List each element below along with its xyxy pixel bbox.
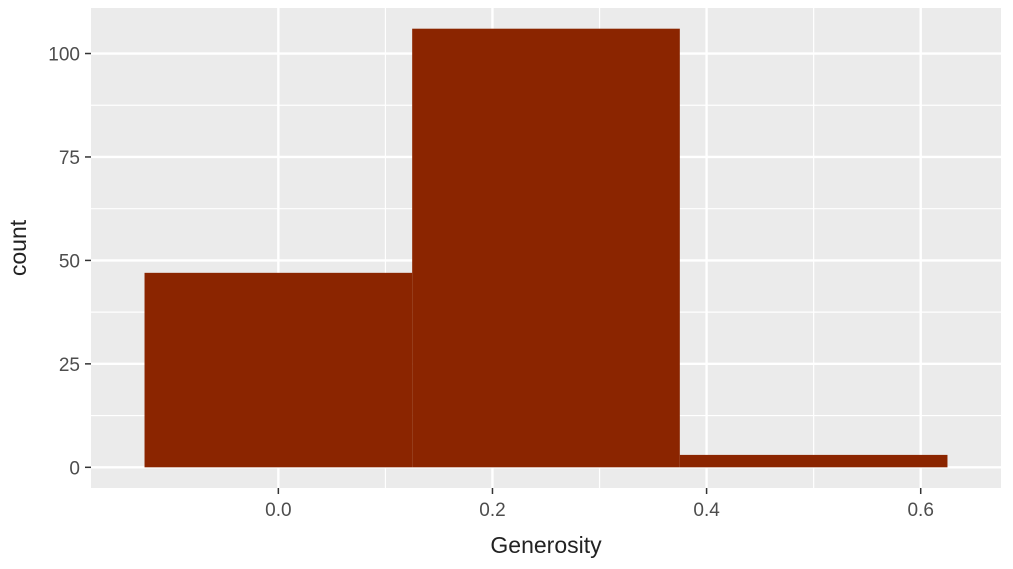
y-tick-label: 75	[59, 148, 80, 169]
y-tick-label: 0	[69, 458, 80, 479]
y-axis-ticks: 0 25 50 75 100	[48, 45, 91, 479]
x-axis-ticks: 0.0 0.2 0.4 0.6	[265, 488, 934, 521]
x-axis-title: Generosity	[490, 532, 602, 558]
histogram-bar	[679, 454, 948, 468]
x-tick-label: 0.0	[265, 500, 291, 521]
histogram-bar	[412, 28, 680, 468]
x-tick-label: 0.4	[693, 500, 720, 521]
y-tick-label: 50	[59, 251, 80, 272]
histogram-bar	[144, 272, 413, 468]
x-tick-label: 0.2	[479, 500, 505, 521]
y-tick-label: 100	[48, 45, 80, 66]
y-axis-title: count	[5, 219, 31, 276]
y-tick-label: 25	[59, 355, 80, 376]
x-tick-label: 0.6	[907, 500, 933, 521]
histogram-bars	[144, 28, 948, 468]
